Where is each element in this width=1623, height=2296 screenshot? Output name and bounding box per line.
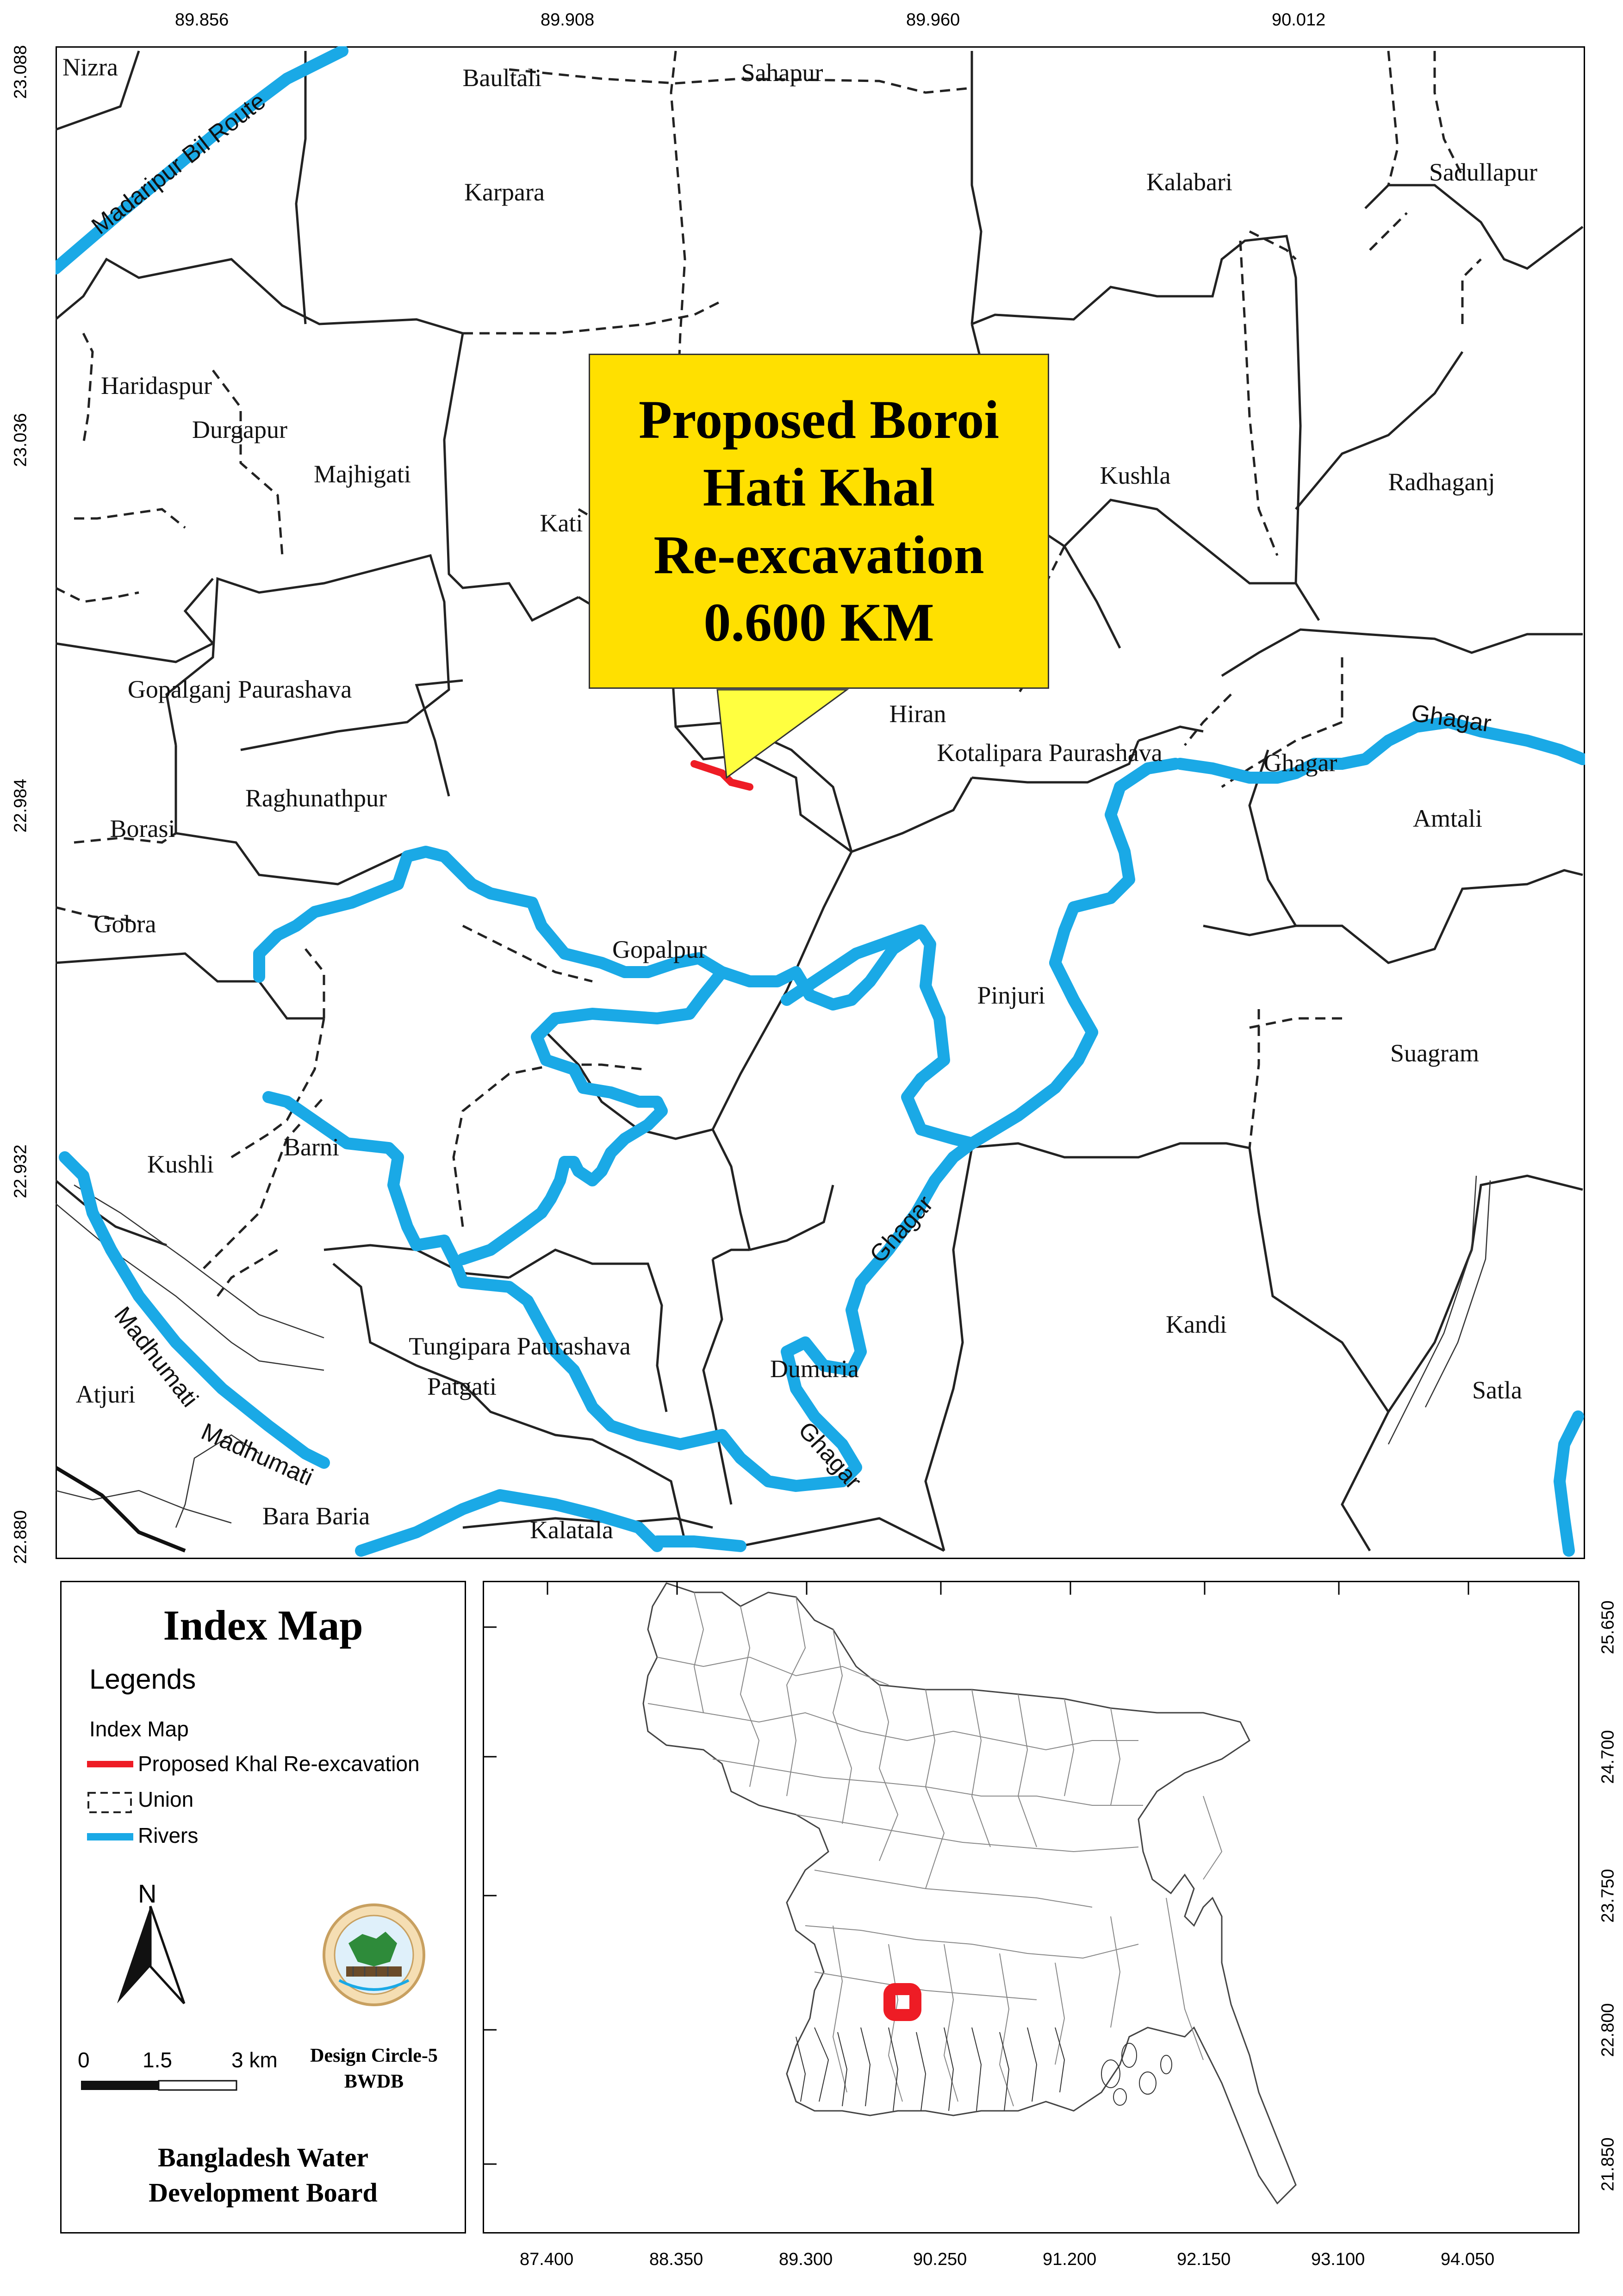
scale-label-1: 1.5 [143,2048,172,2072]
place-label: Bara Baria [262,1502,370,1530]
legend-panel: Index Map Legends Index Map Proposed Kha… [60,1581,466,2234]
place-label: Patgati [427,1373,497,1400]
bottom-tick-4: 91.200 [1043,2250,1097,2269]
bottom-tick-2: 89.300 [779,2250,833,2269]
callout-line: 0.600 KM [703,592,934,653]
place-label: Majhigati [314,460,411,488]
main-map[interactable] [56,46,1585,1559]
place-label: Kalabari [1146,168,1232,196]
place-label: Suagram [1390,1039,1479,1067]
place-label: Nizra [62,53,118,81]
place-label: Tungipara Paurashava [409,1332,631,1360]
place-label: Gopalpur [612,936,707,963]
bottom-tick-1: 88.350 [649,2250,703,2269]
place-label: Borasi [110,815,175,842]
place-label: Dumuria [770,1355,859,1383]
location-marker [883,1983,921,2021]
place-label: Kati [540,509,583,537]
place-label: Baultali [462,64,542,92]
place-label: Pinjuri [977,981,1045,1009]
index-map[interactable] [483,1581,1579,2234]
callout-pointer [716,689,849,779]
left-tick-3: 22.932 [11,1144,31,1198]
place-label: Hiran [889,700,946,728]
place-label: Kotalipara Paurashava [937,739,1163,767]
legend-symbols [87,1761,133,1841]
main-map-frame [56,46,1585,1559]
legend-item-rivers: Rivers [138,1823,199,1847]
bwdb-seal-icon [323,1903,425,2006]
place-label: Raghunathpur [245,784,387,812]
org-name-line: Development Board [149,2177,378,2208]
place-label: Kushli [147,1150,214,1178]
top-tick-2: 89.960 [906,10,960,30]
index-map-frame [483,1581,1579,2234]
bottom-tick-6: 93.100 [1311,2250,1365,2269]
right-tick-2: 23.750 [1598,1869,1618,1923]
place-label: Karpara [464,178,545,206]
place-label: Atjuri [75,1380,136,1408]
place-label: Sahapur [741,59,823,87]
place-label: Kalatala [530,1516,613,1544]
project-callout: Proposed Boroi Hati Khal Re-excavation 0… [589,354,1049,689]
bottom-tick-0: 87.400 [520,2250,574,2269]
scale-label-0: 0 [78,2048,90,2072]
top-tick-0: 89.856 [175,10,229,30]
place-label: Durgapur [192,416,287,443]
left-tick-1: 23.036 [11,413,31,467]
left-tick-0: 23.088 [11,45,31,99]
place-label: Haridaspur [101,372,212,399]
legend-item-union: Union [138,1787,194,1811]
top-tick-3: 90.012 [1272,10,1326,30]
right-tick-3: 22.800 [1598,2003,1618,2057]
legend-subheading: Index Map [89,1717,189,1741]
place-label: Satla [1472,1376,1522,1404]
left-tick-4: 22.880 [11,1510,31,1564]
north-label: N [138,1879,157,1908]
callout-line: Re-excavation [653,524,984,585]
right-tick-4: 21.850 [1598,2137,1618,2191]
bottom-tick-3: 90.250 [913,2250,967,2269]
callout-line: Proposed Boroi [638,389,1000,450]
left-tick-2: 22.984 [11,779,31,833]
design-credit-line: BWDB [344,2071,404,2092]
org-name-line: Bangladesh Water [158,2142,368,2172]
right-tick-0: 25.650 [1598,1600,1618,1654]
place-label: Gopalganj Paurashava [127,675,352,703]
legend-item-canal: Proposed Khal Re-excavation [138,1752,420,1776]
top-tick-1: 89.908 [541,10,595,30]
right-tick-1: 24.700 [1598,1730,1618,1784]
place-label: Amtali [1413,805,1482,832]
design-credit: Design Circle-5 BWDB [298,2043,450,2095]
place-label: Sadullapur [1429,158,1537,186]
rivers [56,46,1585,1557]
place-label: Kushla [1100,462,1171,489]
scale-bar [81,2080,237,2091]
dashed-box-symbol [87,1792,132,1813]
place-label: Gobra [93,910,156,938]
north-arrow-icon [117,1906,186,2004]
legends-heading: Legends [89,1664,196,1695]
place-label: Radhaganj [1388,468,1495,496]
legend-title: Index Map [163,1602,363,1649]
place-label: Ghagar [1263,749,1337,777]
design-credit-line: Design Circle-5 [310,2045,438,2066]
callout-line: Hati Khal [703,457,935,518]
union-boundaries [56,50,1584,1552]
bottom-tick-5: 92.150 [1177,2250,1231,2269]
scale-label-2: 3 km [231,2048,278,2072]
bottom-tick-7: 94.050 [1441,2250,1495,2269]
place-label: Kandi [1166,1310,1227,1338]
org-name: Bangladesh Water Development Board [62,2140,465,2210]
place-label: Barni [284,1133,339,1161]
